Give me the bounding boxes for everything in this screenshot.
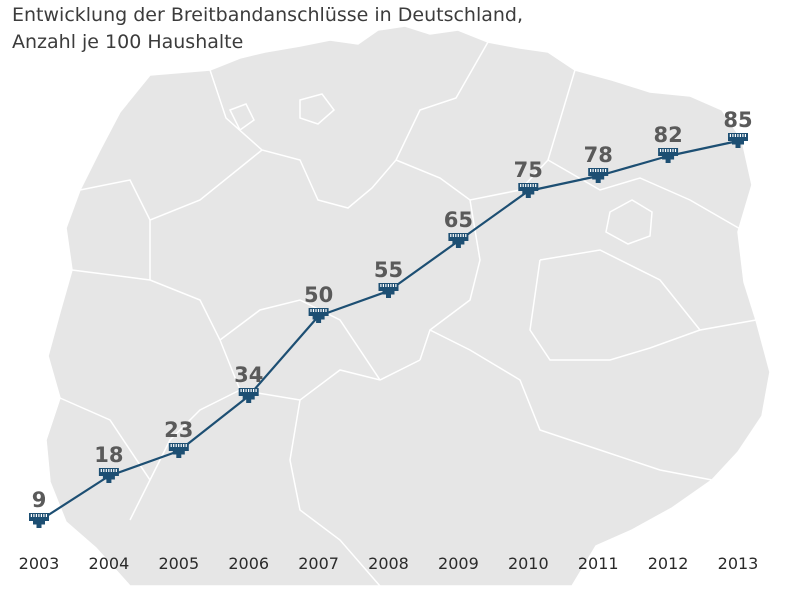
data-point-marker bbox=[238, 388, 259, 403]
data-point-marker bbox=[518, 183, 539, 198]
x-tick-label: 2011 bbox=[578, 554, 619, 573]
data-point-marker bbox=[728, 133, 748, 148]
data-label: 65 bbox=[444, 208, 473, 232]
map-landmass bbox=[45, 25, 771, 587]
x-tick-label: 2005 bbox=[158, 554, 199, 573]
map-state-borders bbox=[59, 41, 757, 587]
data-point-marker bbox=[448, 233, 469, 248]
data-point-marker bbox=[658, 148, 679, 163]
data-point-marker bbox=[378, 283, 399, 298]
x-tick-label: 2012 bbox=[648, 554, 689, 573]
data-label: 23 bbox=[164, 418, 193, 442]
data-point-marker bbox=[308, 308, 329, 323]
x-tick-label: 2009 bbox=[438, 554, 479, 573]
germany-map-background bbox=[45, 25, 771, 587]
x-tick-label: 2004 bbox=[89, 554, 130, 573]
map-city-bremen bbox=[228, 103, 255, 132]
chart-title-line-2: Anzahl je 100 Haushalte bbox=[12, 31, 244, 53]
data-label: 50 bbox=[304, 283, 333, 307]
map-city-berlin bbox=[605, 199, 653, 245]
map-city-hamburg bbox=[299, 93, 336, 125]
data-label: 78 bbox=[584, 143, 613, 167]
data-label: 85 bbox=[723, 108, 752, 132]
data-label: 9 bbox=[32, 488, 47, 512]
data-layer: 9 2003 18 2004 23 2005 34 2006 50 2007 55 2008 65 200… bbox=[19, 108, 759, 573]
data-label: 34 bbox=[234, 363, 263, 387]
data-point-marker bbox=[29, 513, 49, 528]
data-point-marker bbox=[98, 468, 119, 483]
data-label: 75 bbox=[514, 158, 543, 182]
data-point-marker bbox=[168, 443, 189, 458]
x-tick-label: 2006 bbox=[228, 554, 269, 573]
data-label: 82 bbox=[653, 123, 682, 147]
x-tick-label: 2010 bbox=[508, 554, 549, 573]
data-label: 55 bbox=[374, 258, 403, 282]
x-tick-label: 2008 bbox=[368, 554, 409, 573]
data-point-marker bbox=[588, 168, 609, 183]
x-tick-label: 2003 bbox=[19, 554, 60, 573]
x-tick-label: 2007 bbox=[298, 554, 339, 573]
data-label: 18 bbox=[94, 443, 123, 467]
x-tick-label: 2013 bbox=[718, 554, 759, 573]
chart-title-line-1: Entwicklung der Breitbandanschlüsse in D… bbox=[12, 4, 524, 26]
